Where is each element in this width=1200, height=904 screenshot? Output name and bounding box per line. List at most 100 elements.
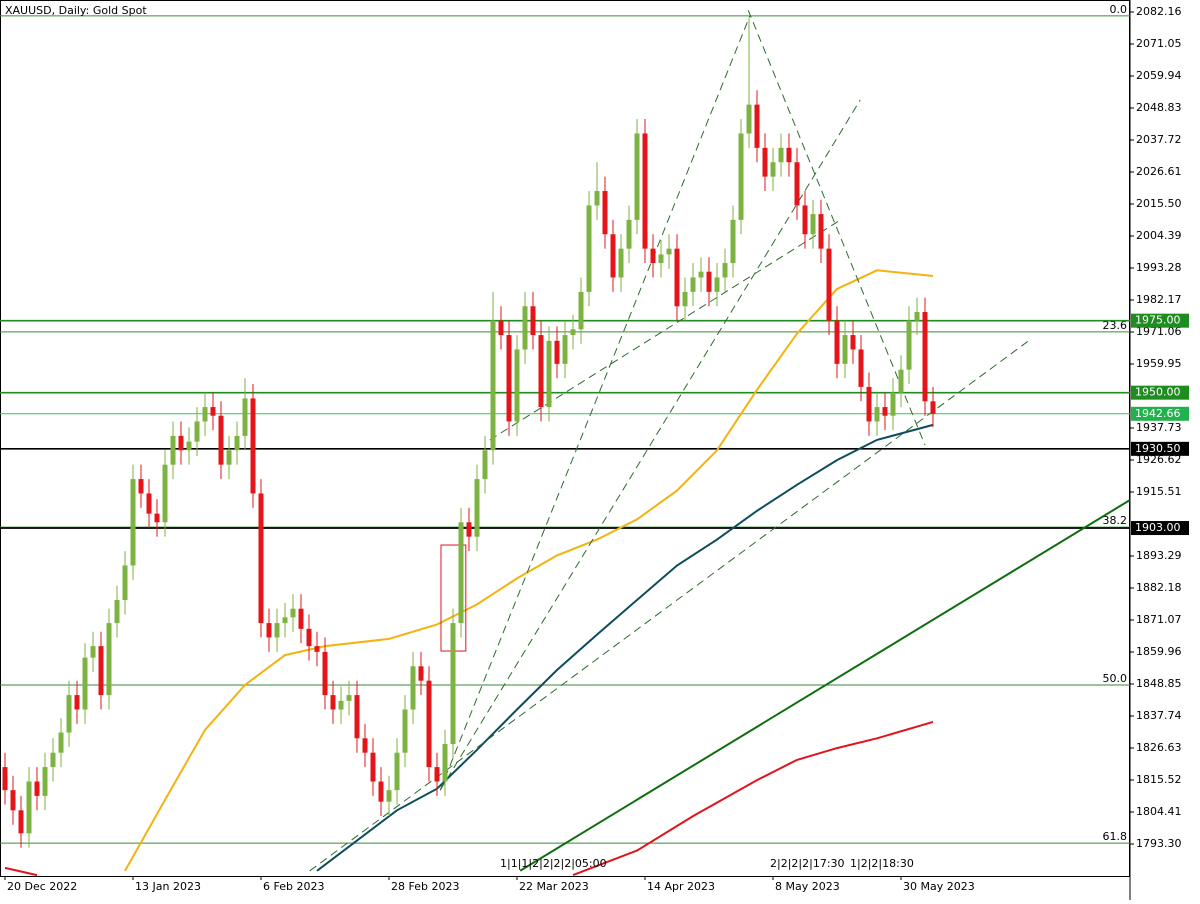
candle-body (194, 421, 200, 442)
candle-body (346, 695, 352, 701)
y-tick-label: 1826.63 (1136, 741, 1182, 754)
x-tick-label: 14 Apr 2023 (647, 880, 715, 893)
price-level-tag (1131, 385, 1189, 400)
candle-body (890, 392, 896, 416)
price-level-label: 1903.00 (1135, 521, 1181, 534)
candle-body (794, 162, 800, 206)
candle-body (682, 291, 688, 307)
candle-body (882, 407, 888, 416)
candle-body (178, 435, 184, 451)
moving-average (572, 720, 934, 877)
price-level-tag (1131, 313, 1189, 328)
price-level-tag (1131, 521, 1189, 536)
y-tick-label: 2048.83 (1136, 101, 1182, 114)
candle-body (514, 349, 520, 422)
candle-body (162, 464, 168, 523)
trendline (747, 9, 926, 446)
candle-body (538, 335, 544, 408)
candle-body (274, 623, 280, 638)
candle-body (26, 781, 32, 834)
candle-body (778, 147, 784, 163)
candle-body (322, 651, 328, 696)
candle-body (810, 214, 816, 235)
candle-body (602, 191, 608, 235)
candle-body (90, 646, 96, 658)
candle-body (754, 104, 760, 148)
candle-body (498, 320, 504, 336)
candle-body (466, 522, 472, 537)
y-tick-label: 2004.39 (1136, 229, 1182, 242)
y-tick-label: 1837.74 (1136, 709, 1182, 722)
candle-body (18, 810, 24, 834)
chart-title: XAUUSD, Daily: Gold Spot (5, 4, 147, 17)
candle-body (378, 781, 384, 802)
trendline (309, 339, 1031, 872)
candle-body (218, 415, 224, 465)
candle-body (42, 767, 48, 796)
candle-body (666, 248, 672, 255)
candle-body (802, 205, 808, 235)
y-tick-label: 1882.18 (1136, 581, 1182, 594)
y-tick-label: 1793.30 (1136, 837, 1182, 850)
candle-body (458, 522, 464, 624)
moving-average (316, 423, 934, 872)
candle-body (690, 277, 696, 292)
candle-body (706, 271, 712, 292)
x-tick-label: 30 May 2023 (903, 880, 975, 893)
candle-body (578, 291, 584, 330)
trendline (519, 499, 1131, 872)
candle-body (610, 234, 616, 278)
candle-body (338, 700, 344, 710)
candle-body (114, 600, 120, 624)
candle-body (74, 695, 80, 710)
price-level-label: 1930.50 (1135, 442, 1181, 455)
x-tick-label: 20 Dec 2022 (7, 880, 77, 893)
candle-body (762, 147, 768, 177)
candle-body (258, 493, 264, 624)
candle-body (250, 398, 256, 494)
candle-body (834, 320, 840, 364)
x-tick-label: 13 Jan 2023 (135, 880, 201, 893)
moving-average (4, 866, 38, 877)
y-tick-label: 2037.72 (1136, 133, 1182, 146)
x-tick-label: 8 May 2023 (775, 880, 840, 893)
candle-body (2, 767, 8, 791)
candle-body (490, 320, 496, 451)
candle-body (202, 407, 208, 422)
candle-body (242, 398, 248, 436)
candle-body (930, 401, 936, 414)
trendline (439, 15, 751, 791)
candle-body (866, 386, 872, 422)
candle-body (626, 219, 632, 249)
price-level-tag (1131, 406, 1189, 421)
candle-body (818, 214, 824, 249)
candle-body (722, 263, 728, 278)
candle-body (850, 335, 856, 350)
y-tick-label: 2082.16 (1136, 5, 1182, 18)
candle-body (658, 254, 664, 264)
candle-body (634, 133, 640, 220)
candle-body (594, 191, 600, 206)
x-tick-label: 28 Feb 2023 (391, 880, 459, 893)
candle-body (642, 133, 648, 249)
candle-body (234, 435, 240, 451)
candle-body (34, 781, 40, 796)
candle-body (482, 450, 488, 480)
candle-body (714, 277, 720, 292)
price-level-tag (1131, 441, 1189, 456)
price-level-label: 1942.66 (1135, 407, 1181, 420)
candle-body (314, 646, 320, 652)
candle-body (434, 767, 440, 782)
y-tick-label: 1871.07 (1136, 613, 1182, 626)
candle-body (914, 312, 920, 321)
candle-body (210, 407, 216, 416)
candle-body (298, 608, 304, 629)
candle-body (266, 623, 272, 638)
moving-average (124, 269, 934, 872)
candle-body (474, 479, 480, 537)
y-tick-label: 1959.95 (1136, 357, 1182, 370)
y-tick-label: 2071.05 (1136, 37, 1182, 50)
candle-body (226, 450, 232, 465)
y-tick-label: 2059.94 (1136, 69, 1182, 82)
candle-body (842, 335, 848, 364)
